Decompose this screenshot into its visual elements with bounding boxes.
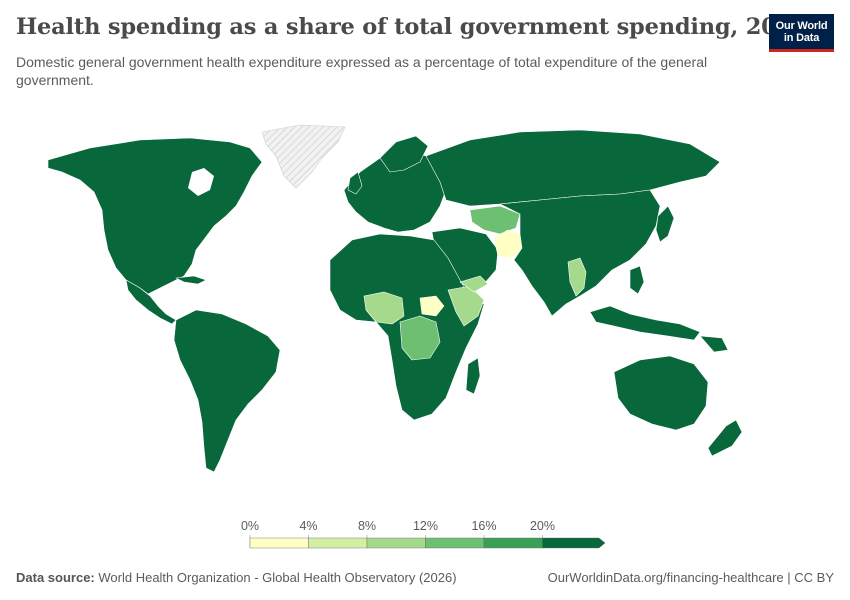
- world-map[interactable]: [0, 110, 850, 500]
- legend-bin-4-8[interactable]: [308, 537, 368, 549]
- region-south-america[interactable]: [173, 309, 281, 473]
- logo-line-2: in Data: [783, 31, 820, 44]
- region-russia[interactable]: [425, 129, 721, 207]
- region-uk[interactable]: [347, 171, 363, 195]
- logo-line-1: Our World: [775, 19, 828, 32]
- region-dr-congo[interactable]: [399, 315, 441, 361]
- legend-ticks: 0% 4% 8% 12% 16% 20%: [241, 519, 555, 548]
- region-new-zealand[interactable]: [707, 419, 743, 457]
- region-indonesia[interactable]: [589, 305, 701, 341]
- source-text: World Health Organization - Global Healt…: [98, 570, 457, 585]
- color-legend: 0% 4% 8% 12% 16% 20%: [241, 519, 606, 549]
- legend-tick-label: 4%: [299, 519, 317, 533]
- legend-bin-16-20[interactable]: [483, 537, 543, 549]
- region-caribbean[interactable]: [175, 275, 207, 285]
- legend-tick-label: 0%: [241, 519, 259, 533]
- region-asia[interactable]: [499, 189, 661, 317]
- legend-bin-12-16[interactable]: [425, 537, 485, 549]
- region-myanmar[interactable]: [567, 257, 587, 297]
- legend-tick-label: 12%: [413, 519, 438, 533]
- region-south-sudan[interactable]: [419, 295, 445, 317]
- region-north-america[interactable]: [47, 137, 263, 295]
- region-west-central-africa[interactable]: [363, 291, 405, 325]
- chart-subtitle: Domestic general government health expen…: [16, 54, 708, 88]
- legend-bin-8-12[interactable]: [366, 537, 426, 549]
- region-japan[interactable]: [655, 205, 675, 243]
- legend-bins: [249, 537, 606, 549]
- legend-bin-open[interactable]: [542, 537, 606, 549]
- region-yemen[interactable]: [459, 275, 489, 293]
- footer-source: Data source: World Health Organization -…: [16, 570, 457, 585]
- region-greenland[interactable]: [261, 124, 346, 189]
- source-label: Data source:: [16, 570, 95, 585]
- owid-logo[interactable]: Our World in Data: [769, 14, 834, 52]
- legend-tick-label: 16%: [471, 519, 496, 533]
- region-australia[interactable]: [613, 355, 709, 431]
- legend-bin-0-4[interactable]: [249, 537, 309, 549]
- region-papua-new-guinea[interactable]: [699, 335, 729, 353]
- region-central-america[interactable]: [125, 279, 177, 325]
- footer-link[interactable]: OurWorldinData.org/financing-healthcare …: [547, 570, 834, 585]
- region-madagascar[interactable]: [465, 357, 481, 395]
- region-philippines[interactable]: [629, 265, 645, 295]
- region-scandinavia[interactable]: [379, 135, 429, 173]
- legend-tick-label: 8%: [358, 519, 376, 533]
- legend-tick-label: 20%: [530, 519, 555, 533]
- chart-title: Health spending as a share of total gove…: [16, 14, 808, 40]
